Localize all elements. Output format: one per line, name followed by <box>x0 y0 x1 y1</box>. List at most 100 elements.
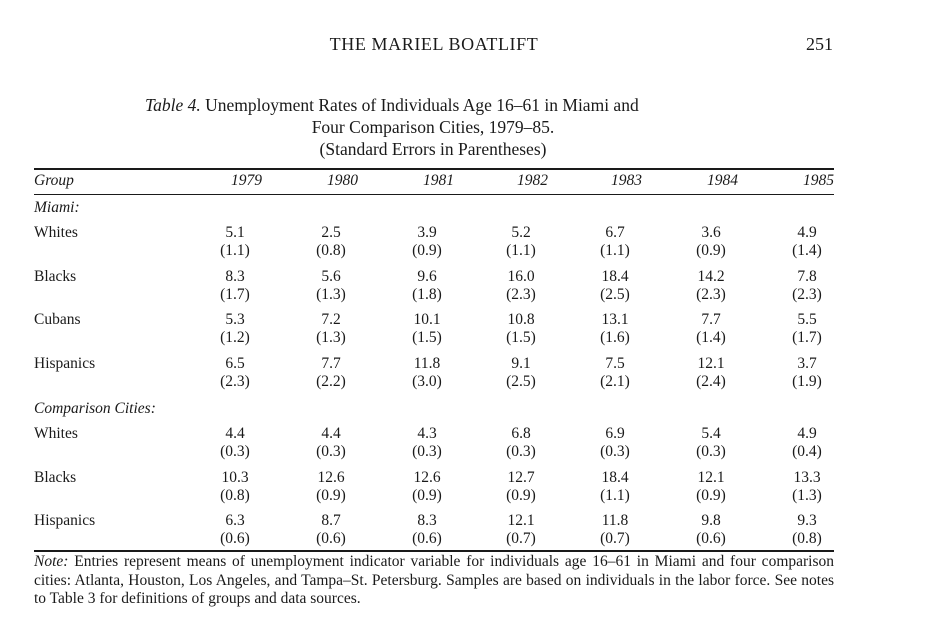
value-cell: 4.3 (0.3) <box>397 425 457 461</box>
estimate-value: 7.5 <box>605 354 625 372</box>
value-cell: 3.7 (1.9) <box>777 355 837 391</box>
section-label: Comparison Cities: <box>34 400 156 417</box>
value-cell: 8.3 (0.6) <box>397 512 457 548</box>
group-column-header: Group <box>34 172 74 189</box>
caption-line-1: Unemployment Rates of Individuals Age 16… <box>205 95 639 115</box>
value-cell: 8.3 (1.7) <box>205 268 265 304</box>
standard-error-value: (2.5) <box>600 285 630 303</box>
standard-error-value: (0.9) <box>696 242 726 259</box>
value-cell: 18.4 (1.1) <box>585 469 645 505</box>
standard-error-value: (1.3) <box>316 285 346 303</box>
estimate-value: 12.1 <box>507 512 535 529</box>
standard-error-value: (3.0) <box>412 372 442 390</box>
value-cell: 4.9 (1.4) <box>777 224 837 260</box>
standard-error-value: (2.1) <box>600 372 630 390</box>
value-cell: 18.4 (2.5) <box>585 268 645 304</box>
standard-error-value: (2.5) <box>506 372 536 390</box>
year-column-header: 1982 <box>517 172 548 189</box>
group-cell: Whites <box>34 425 78 442</box>
standard-error-value: (0.7) <box>600 530 630 547</box>
section-label: Miami: <box>34 199 80 216</box>
standard-error-value: (0.9) <box>506 486 536 504</box>
group-cell: Cubans <box>34 311 81 328</box>
standard-error-value: (1.1) <box>600 486 630 504</box>
standard-error-value: (0.3) <box>316 443 346 460</box>
standard-error-value: (0.8) <box>792 530 822 547</box>
year-column-header: 1984 <box>707 172 738 189</box>
group-cell: Hispanics <box>34 354 96 372</box>
value-cell: 8.7 (0.6) <box>301 512 361 548</box>
standard-error-value: (1.8) <box>412 285 442 303</box>
value-cell: 5.5 (1.7) <box>777 311 837 347</box>
estimate-value: 4.4 <box>321 425 341 442</box>
value-cell: 12.6 (0.9) <box>301 469 361 505</box>
estimate-value: 5.6 <box>321 267 341 285</box>
table-row: Whites 4.4 (0.3) 4.4 (0.3) 4.3 (0.3) 6.8 (0.3) 6.… <box>34 425 834 465</box>
value-cell: 12.6 (0.9) <box>397 469 457 505</box>
table-label: Table 4. <box>145 95 201 115</box>
value-cell: 6.8 (0.3) <box>491 425 551 461</box>
standard-error-value: (1.1) <box>220 242 250 259</box>
estimate-value: 4.9 <box>797 224 817 241</box>
group-cell: Hispanics <box>34 512 96 529</box>
value-cell: 7.7 (2.2) <box>301 355 361 391</box>
value-cell: 7.5 (2.1) <box>585 355 645 391</box>
standard-error-value: (1.3) <box>316 329 346 346</box>
estimate-value: 7.8 <box>797 267 817 285</box>
estimate-value: 9.6 <box>417 267 437 285</box>
value-cell: 12.1 (0.9) <box>681 469 741 505</box>
standard-error-value: (0.6) <box>696 530 726 547</box>
standard-error-value: (0.3) <box>220 443 250 460</box>
estimate-value: 12.7 <box>507 468 535 486</box>
standard-error-value: (1.5) <box>412 329 442 346</box>
value-cell: 4.4 (0.3) <box>205 425 265 461</box>
year-column-header: 1983 <box>611 172 642 189</box>
standard-error-value: (1.7) <box>220 285 250 303</box>
estimate-value: 9.8 <box>701 512 721 529</box>
estimate-value: 11.8 <box>413 354 441 372</box>
value-cell: 5.3 (1.2) <box>205 311 265 347</box>
standard-error-value: (1.7) <box>792 329 822 346</box>
note-label: Note: <box>34 553 69 570</box>
caption-line-2: Four Comparison Cities, 1979–85. <box>311 117 555 137</box>
estimate-value: 4.9 <box>797 425 817 442</box>
value-cell: 9.6 (1.8) <box>397 268 457 304</box>
value-cell: 7.7 (1.4) <box>681 311 741 347</box>
value-cell: 11.8 (3.0) <box>397 355 457 391</box>
standard-error-value: (2.3) <box>696 285 726 303</box>
estimate-value: 5.4 <box>701 425 721 442</box>
estimate-value: 13.3 <box>793 468 821 486</box>
estimate-value: 8.3 <box>225 267 245 285</box>
standard-error-value: (1.5) <box>506 329 536 346</box>
estimate-value: 9.3 <box>797 512 817 529</box>
estimate-value: 6.7 <box>605 224 625 241</box>
estimate-value: 2.5 <box>321 224 341 241</box>
year-column-header: 1979 <box>231 172 262 189</box>
estimate-value: 4.3 <box>417 425 437 442</box>
estimate-value: 5.5 <box>797 311 817 328</box>
group-cell: Blacks <box>34 468 77 486</box>
page-number: 251 <box>806 34 833 54</box>
value-cell: 3.6 (0.9) <box>681 224 741 260</box>
estimate-value: 18.4 <box>601 267 629 285</box>
value-cell: 9.8 (0.6) <box>681 512 741 548</box>
value-cell: 6.7 (1.1) <box>585 224 645 260</box>
value-cell: 14.2 (2.3) <box>681 268 741 304</box>
value-cell: 2.5 (0.8) <box>301 224 361 260</box>
standard-error-value: (1.4) <box>792 242 822 259</box>
estimate-value: 7.7 <box>701 311 721 328</box>
value-cell: 3.9 (0.9) <box>397 224 457 260</box>
estimate-value: 12.1 <box>697 468 725 486</box>
caption-line-3: (Standard Errors in Parentheses) <box>319 139 547 159</box>
table-row: Hispanics 6.5 (2.3) 7.7 (2.2) 11.8 (3.0) 9.1 (2.… <box>34 355 834 395</box>
value-cell: 6.9 (0.3) <box>585 425 645 461</box>
estimate-value: 6.3 <box>225 512 245 529</box>
value-cell: 10.1 (1.5) <box>397 311 457 347</box>
standard-error-value: (0.9) <box>696 486 726 504</box>
value-cell: 5.1 (1.1) <box>205 224 265 260</box>
year-column-header: 1985 <box>803 172 834 189</box>
running-head: THE MARIEL BOATLIFT 251 <box>0 34 927 58</box>
value-cell: 13.3 (1.3) <box>777 469 837 505</box>
table-row: Blacks 10.3 (0.8) 12.6 (0.9) 12.6 (0.9) 12.7 (0.… <box>34 469 834 509</box>
estimate-value: 10.8 <box>507 311 535 328</box>
